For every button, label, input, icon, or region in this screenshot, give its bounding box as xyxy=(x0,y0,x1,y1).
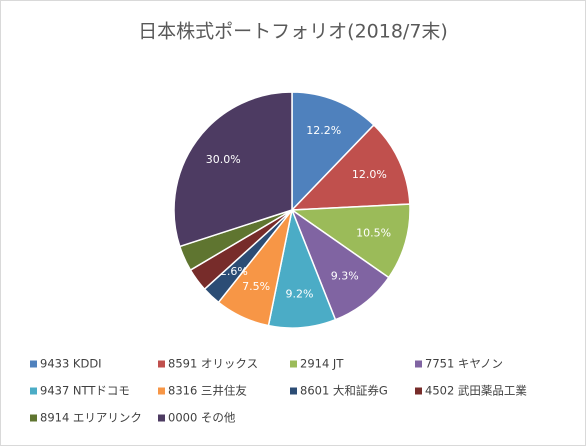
legend-swatch xyxy=(158,387,165,395)
legend-swatch xyxy=(158,360,165,368)
chart-title: 日本株式ポートフォリオ(2018/7末) xyxy=(138,21,448,43)
pie-slice xyxy=(291,91,375,212)
legend-label: 8601 大和証券G xyxy=(300,384,388,398)
legend-label: 8316 三井住友 xyxy=(168,384,247,398)
legend-label: 8591 オリックス xyxy=(168,357,258,371)
data-label: 12.2% xyxy=(306,124,341,137)
legend-label: 2914 JT xyxy=(300,357,344,371)
legend-swatch xyxy=(415,387,422,395)
legend-swatch xyxy=(290,387,297,395)
pie-slice xyxy=(289,203,411,279)
legend-swatch xyxy=(290,360,297,368)
data-label: 9.3% xyxy=(331,270,359,283)
pie-slice xyxy=(290,123,411,211)
data-label: 9.2% xyxy=(285,288,313,301)
data-label: 7.5% xyxy=(242,280,270,293)
legend-label: 7751 キヤノン xyxy=(425,357,503,371)
legend-swatch xyxy=(30,414,37,422)
legend-label: 0000 その他 xyxy=(168,411,236,425)
legend-swatch xyxy=(158,414,165,422)
legend-label: 9437 NTTドコモ xyxy=(40,384,130,398)
legend-label: 8914 エリアリンク xyxy=(40,411,142,425)
data-label: 10.5% xyxy=(356,226,391,239)
legend-swatch xyxy=(30,387,37,395)
legend-swatch xyxy=(30,360,37,368)
legend-label: 4502 武田薬品工業 xyxy=(425,384,527,398)
data-label: 12.0% xyxy=(352,168,387,181)
legend-swatch xyxy=(415,360,422,368)
pie-slice xyxy=(173,91,293,248)
data-label: 30.0% xyxy=(206,153,241,166)
legend-label: 9433 KDDI xyxy=(40,357,102,371)
